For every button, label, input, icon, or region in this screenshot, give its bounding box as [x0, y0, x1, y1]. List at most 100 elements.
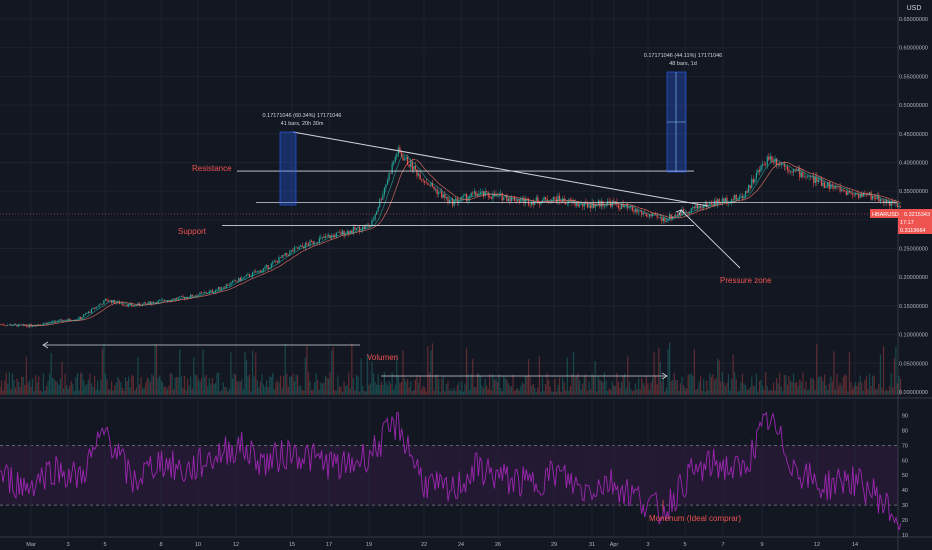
- volume-bar: [343, 381, 345, 395]
- volume-bar: [501, 391, 503, 395]
- candle-body: [461, 196, 463, 200]
- candle-body: [162, 299, 164, 301]
- candle-body: [421, 179, 423, 181]
- candle-body: [129, 303, 131, 305]
- candle-body: [399, 147, 401, 153]
- candle-body: [509, 198, 511, 202]
- volume-bar: [86, 384, 88, 395]
- candle-body: [783, 163, 785, 167]
- volume-bar: [345, 386, 347, 395]
- volume-bar: [261, 374, 263, 395]
- time-tick-label: 12: [233, 542, 239, 548]
- candle-body: [744, 190, 747, 197]
- volume-bar: [500, 388, 502, 395]
- rsi-tick-label: 80: [902, 428, 908, 434]
- candle-body: [4, 325, 6, 326]
- volume-bar: [476, 373, 478, 395]
- candle-body: [444, 194, 446, 199]
- volume-bar: [628, 381, 630, 395]
- price-tick-label: 0.55000000: [899, 74, 928, 80]
- volume-bar: [661, 381, 663, 395]
- candle-body: [613, 200, 615, 204]
- volume-bar: [355, 374, 358, 395]
- volume-bar: [737, 391, 739, 395]
- volume-bar: [109, 389, 111, 395]
- candle-body: [45, 322, 48, 325]
- candle-body: [780, 164, 782, 166]
- volume-bar: [279, 375, 282, 395]
- support-badge: [898, 226, 932, 234]
- volume-bar: [695, 389, 697, 395]
- candle-body: [103, 300, 105, 305]
- volume-bar: [572, 351, 575, 395]
- candle-body: [489, 196, 491, 198]
- candle-body: [611, 200, 613, 207]
- volume-bar: [396, 355, 398, 395]
- volume-bar: [278, 382, 280, 395]
- candle-body: [214, 290, 217, 293]
- candle-body: [5, 325, 7, 326]
- volume-bar: [665, 387, 668, 395]
- candle-body: [16, 324, 18, 327]
- time-tick-label: 22: [421, 542, 427, 548]
- volume-bar: [768, 391, 770, 395]
- volume-bar: [160, 380, 162, 395]
- candle-body: [402, 156, 404, 161]
- candle-body: [27, 326, 29, 328]
- candle-body: [390, 173, 392, 174]
- trendline: [292, 131, 709, 207]
- candle-body: [605, 204, 607, 206]
- candle-body: [746, 190, 748, 193]
- volume-bar: [67, 388, 69, 395]
- volume-bar: [179, 349, 181, 395]
- candle-body: [417, 173, 420, 176]
- candle-body: [890, 201, 892, 207]
- volume-bar: [168, 385, 170, 395]
- volume-bar: [512, 374, 514, 395]
- candle-body: [862, 192, 864, 197]
- candle-body: [800, 172, 802, 178]
- measure2-line1: 0.17171046 (44.11%) 17171046: [644, 53, 723, 59]
- candle-body: [278, 257, 280, 263]
- volume-bar: [70, 380, 72, 395]
- volume-bar: [814, 390, 816, 395]
- candle-body: [39, 324, 41, 326]
- time-tick-label: 14: [852, 542, 858, 548]
- volume-bar: [165, 386, 167, 395]
- volume-bar: [889, 385, 891, 395]
- volume-bar: [414, 379, 416, 395]
- volume-bar: [534, 387, 536, 395]
- volume-bar: [558, 377, 561, 395]
- volume-bar: [720, 381, 722, 395]
- candle-body: [535, 197, 537, 202]
- candle-body: [205, 292, 207, 294]
- axes: 0.65000000 0.60000000 0.55000000 0.50000000…: [26, 17, 928, 548]
- candle-body: [248, 274, 251, 277]
- candle-body: [816, 176, 818, 182]
- volume-bar: [545, 384, 547, 395]
- candle-body: [889, 200, 891, 207]
- candle-body: [827, 182, 829, 187]
- candle-body: [540, 201, 542, 205]
- candle-body: [664, 217, 666, 222]
- candle-body: [723, 198, 725, 202]
- candle-body: [424, 180, 426, 183]
- candle-body: [864, 192, 866, 194]
- symbol-badge: [870, 209, 932, 218]
- volume-bar: [579, 380, 581, 395]
- volume-bar: [193, 357, 195, 395]
- volume-bar: [69, 385, 71, 395]
- candle-body: [52, 320, 54, 323]
- candle-body: [202, 292, 204, 294]
- volume-bar: [641, 378, 643, 395]
- candle-body: [289, 251, 291, 256]
- volume-bar: [870, 385, 872, 395]
- volume-bar: [315, 373, 317, 395]
- volume-bar: [839, 382, 841, 395]
- volume-bar: [328, 379, 330, 395]
- candle-body: [560, 201, 562, 203]
- volume-bar: [844, 374, 846, 395]
- candle-body: [669, 214, 671, 220]
- volume-bar: [453, 387, 455, 395]
